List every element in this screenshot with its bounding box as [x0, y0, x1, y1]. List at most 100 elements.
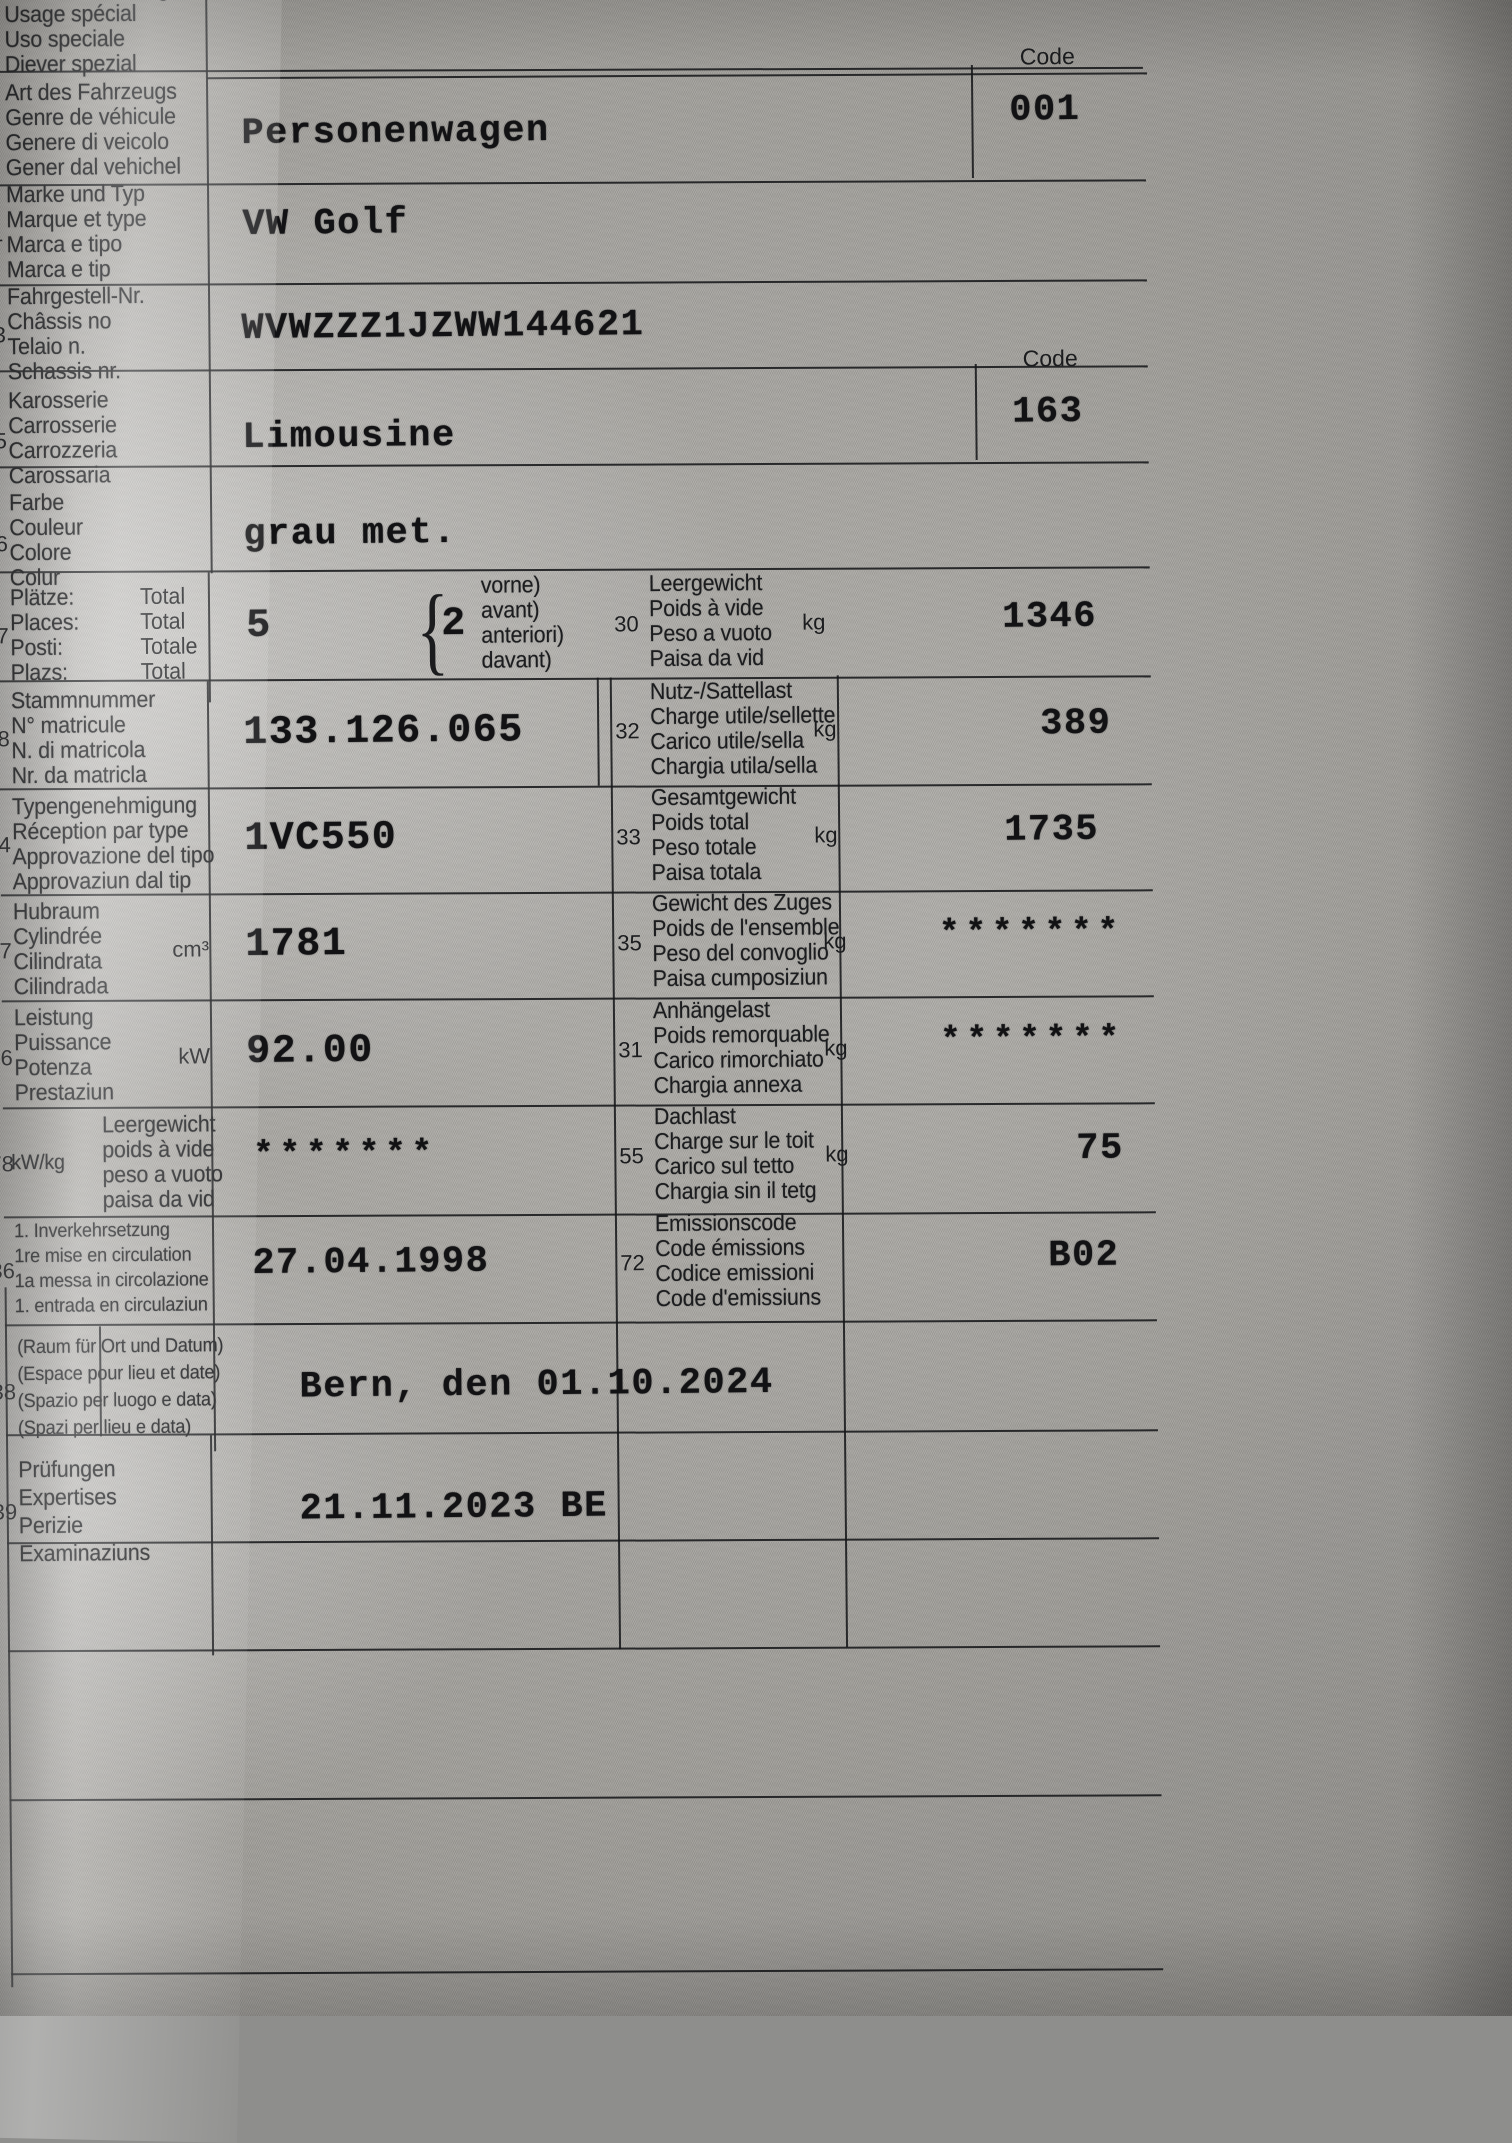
row-number-35: 35	[617, 930, 642, 956]
label-roof-load-de: Dachlast	[653, 1102, 736, 1130]
value-first-registration: 27.04.1998	[252, 1240, 490, 1285]
row-number-38: 38	[0, 1379, 17, 1405]
label-inspections-de: Prüfungen	[18, 1455, 116, 1483]
label-seats-total-it: Totale	[140, 632, 198, 659]
label-inspections-it: Perizie	[18, 1511, 84, 1539]
label-train-weight-rm: Paisa cumposiziun	[652, 963, 828, 992]
value-chassis-number: WVWZZZ1JZWW144621	[241, 304, 645, 351]
row-number-76: 76	[0, 1045, 13, 1071]
value-stock-number: 133.126.065	[243, 708, 525, 757]
row-number-11: 11	[0, 221, 4, 247]
rule	[0, 783, 1152, 791]
label-make-type-rm: Marca e tip	[6, 255, 111, 283]
value-seats-front: 2	[441, 601, 466, 648]
unit-power-to-weight: kW/kg	[11, 1150, 65, 1175]
label-emission-code-de: Emissionscode	[654, 1208, 797, 1237]
label-train-weight-fr: Poids de l'ensemble	[652, 913, 840, 942]
unit-trailer-load: kg	[824, 1035, 848, 1061]
label-place-date-it: (Spazio per luogo e data)	[17, 1388, 217, 1413]
row-number-28: 28	[0, 726, 10, 752]
paper-background	[0, 0, 1512, 2016]
value-vehicle-type: Personenwagen	[241, 110, 550, 156]
label-power-weight-it: peso a vuoto	[102, 1160, 223, 1188]
row-number-30: 30	[614, 611, 639, 637]
value-emission-code: B02	[1048, 1234, 1120, 1278]
label-displacement-de: Hubraum	[12, 897, 100, 925]
rule	[0, 279, 1147, 287]
rule	[11, 1968, 1164, 1976]
label-roof-load-fr: Charge sur le toit	[654, 1126, 814, 1155]
row-number-39: 39	[0, 1499, 18, 1525]
label-seats-front-fr: avant)	[480, 596, 540, 623]
vehicle-registration-form: 7 Bes. Verwendung Usage spécial Uso spec…	[0, 0, 1164, 1988]
label-place-date-fr: (Espace pour lieu et date)	[17, 1361, 221, 1386]
label-place-date-de: (Raum für Ort und Datum)	[17, 1334, 224, 1359]
label-power-rm: Prestaziun	[14, 1078, 115, 1106]
unit-power: kW	[178, 1043, 211, 1069]
row-number-32: 32	[615, 718, 640, 744]
label-place-date-rm: (Spazi per lieu e data)	[17, 1415, 192, 1440]
label-trailer-load-fr: Poids remorquable	[653, 1020, 830, 1049]
row-number-33: 33	[616, 824, 641, 850]
label-roof-load-it: Carico sul tetto	[654, 1151, 795, 1180]
label-emission-code-fr: Code émissions	[655, 1233, 805, 1262]
label-make-type-de: Marke und Typ	[5, 179, 145, 208]
rule	[4, 1319, 1157, 1327]
code-header-vehicle-type: Code	[1019, 43, 1075, 70]
label-trailer-load-de: Anhängelast	[652, 995, 770, 1024]
label-power-de: Leistung	[13, 1003, 94, 1031]
value-seats-total: 5	[246, 603, 271, 649]
label-first-registration-rm: 1. entrada en circulaziun	[14, 1293, 208, 1318]
label-chassis-de: Fahrgestell-Nr.	[6, 281, 145, 310]
label-chassis-it: Telaio n.	[7, 332, 86, 360]
rule	[206, 72, 1147, 80]
label-stock-number-rm: Nr. da matricla	[11, 760, 147, 789]
label-seats-front-de: vorne)	[480, 571, 541, 598]
label-displacement-rm: Cilindrada	[13, 972, 109, 1000]
label-inspections-fr: Expertises	[18, 1483, 117, 1511]
label-total-weight-it: Peso totale	[651, 833, 757, 861]
code-value-vehicle-type: 001	[1009, 88, 1081, 132]
label-seats-it: Posti:	[10, 633, 63, 661]
rule	[0, 461, 1149, 469]
rule	[1, 995, 1154, 1003]
label-train-weight-it: Peso del convoglio	[652, 938, 829, 967]
value-unladen-weight: 1346	[1001, 595, 1098, 639]
rule	[970, 64, 974, 178]
label-colour-de: Farbe	[8, 488, 65, 516]
label-inspections-rm: Examinaziuns	[18, 1538, 151, 1567]
value-place-date: Bern, den 01.10.2024	[299, 1361, 774, 1409]
rule	[0, 179, 1146, 187]
label-stock-number-it: N. di matricola	[11, 735, 146, 764]
label-payload-rm: Chargia utila/sella	[650, 751, 818, 780]
unit-displacement: cm³	[172, 936, 210, 962]
value-trailer-load: *******	[940, 1020, 1126, 1061]
label-vehicle-type-fr: Genre de véhicule	[5, 102, 176, 131]
row-number-55: 55	[619, 1143, 644, 1169]
label-emission-code-it: Codice emissioni	[655, 1258, 815, 1287]
rule	[209, 1435, 215, 1656]
row-number-31: 31	[618, 1037, 643, 1063]
value-total-weight: 1735	[1004, 808, 1100, 852]
label-power-weight-fr: poids à vide	[102, 1135, 215, 1163]
unit-payload: kg	[813, 716, 837, 742]
label-colour-fr: Couleur	[9, 513, 84, 541]
label-total-weight-de: Gesamtgewicht	[650, 782, 797, 811]
rule	[9, 1794, 1162, 1802]
label-seats-rm: Plazs:	[10, 658, 68, 686]
label-payload-de: Nutz-/Sattellast	[649, 676, 793, 705]
value-payload: 389	[1040, 702, 1112, 746]
label-first-registration-fr: 1re mise en circulation	[14, 1243, 192, 1268]
label-first-registration-de: 1. Inverkehrsetzung	[13, 1218, 170, 1243]
row-number-15: 15	[0, 428, 8, 454]
label-power-weight-de: Leergewicht	[101, 1110, 216, 1138]
row-number-36: 36	[0, 1258, 16, 1284]
rule	[2, 1102, 1155, 1110]
label-special-use-it: Uso speciale	[4, 25, 125, 53]
row-number-13: 13	[0, 322, 7, 348]
code-header-body: Code	[1022, 344, 1078, 372]
label-vehicle-type-de: Art des Fahrzeugs	[4, 77, 177, 106]
value-make-type: VW Golf	[242, 202, 409, 246]
value-roof-load: 75	[1076, 1127, 1124, 1171]
label-power-fr: Puissance	[14, 1028, 112, 1056]
